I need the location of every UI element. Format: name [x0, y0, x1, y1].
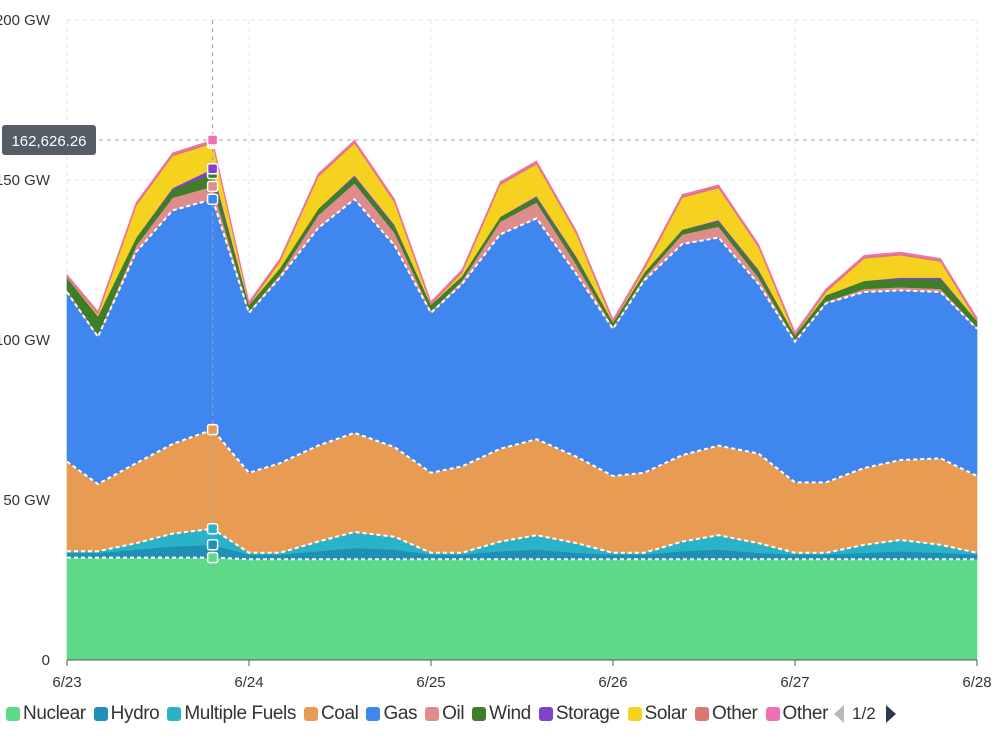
legend-swatch — [538, 707, 553, 721]
hover-marker — [206, 523, 219, 535]
area-series-nuclear-0[interactable] — [66, 557, 978, 661]
hover-marker — [206, 423, 219, 436]
legend-label: Oil — [442, 703, 465, 724]
legend-item[interactable]: Wind — [472, 703, 531, 725]
area-series-other-10[interactable] — [66, 139, 978, 334]
legend-label: Wind — [489, 703, 531, 724]
legend-item[interactable]: Gas — [366, 703, 418, 725]
x-tick-label: 6/26 — [598, 674, 627, 691]
legend-item[interactable]: Other — [765, 703, 829, 725]
series-boundary-line — [66, 197, 978, 344]
legend-label: Other — [782, 703, 829, 724]
legend-label: Storage — [555, 703, 620, 724]
legend-item[interactable]: Multiple Fuels — [167, 703, 296, 725]
legend-item[interactable]: Storage — [538, 703, 620, 725]
legend-swatch — [694, 707, 709, 721]
hover-marker — [206, 551, 219, 564]
x-tick-label: 6/25 — [416, 674, 445, 691]
legend-label: Solar — [644, 703, 688, 724]
x-tick-label: 6/28 — [962, 674, 991, 691]
legend: Nuclear Hydro Multiple Fuels Coal Gas Oil Wind… — [0, 696, 1000, 732]
legend-swatch — [6, 707, 20, 721]
legend-item[interactable]: Solar — [627, 703, 688, 725]
stacked-area-chart[interactable]: 0 50 GW 100 GW 150 GW 200 GW 6/23 6/24 6/25 6/26… — [0, 0, 1000, 700]
legend-label: Coal — [320, 703, 359, 724]
legend-label: Nuclear — [23, 703, 86, 724]
y-tick-label: 150 GW — [0, 172, 51, 189]
legend-swatch — [93, 707, 108, 721]
legend-swatch — [366, 707, 381, 721]
legend-item[interactable]: Other — [694, 703, 758, 725]
legend-swatch — [627, 707, 642, 721]
legend-item[interactable]: Nuclear — [6, 703, 86, 725]
x-tick-label: 6/23 — [52, 674, 81, 691]
hover-marker — [206, 163, 219, 175]
legend-page-indicator: 1/2 — [852, 704, 876, 723]
series-boundary-line — [67, 556, 977, 561]
legend-label: Multiple Fuels — [184, 703, 296, 724]
legend-item[interactable]: Hydro — [93, 703, 160, 725]
legend-prev-icon[interactable] — [834, 705, 845, 723]
legend-label: Hydro — [110, 703, 160, 724]
chart-area: 0 50 GW 100 GW 150 GW 200 GW 6/23 6/24 6/25 6/26… — [0, 0, 1000, 700]
y-tick-label: 0 — [42, 652, 50, 669]
hover-marker — [206, 180, 219, 193]
crosshair-value-label: 162,626.26 — [11, 133, 86, 150]
x-tick-label: 6/27 — [780, 674, 809, 691]
series-boundary-line — [66, 428, 978, 486]
hover-marker — [206, 134, 219, 146]
series-boundary-line — [67, 527, 978, 554]
legend-swatch — [167, 707, 182, 721]
hover-marker — [206, 539, 219, 551]
y-tick-label: 200 GW — [0, 12, 51, 29]
legend-swatch — [765, 707, 780, 721]
legend-item[interactable]: Coal — [303, 703, 359, 725]
hover-marker — [206, 193, 219, 205]
y-tick-label: 50 GW — [3, 492, 51, 509]
y-tick-label: 100 GW — [0, 332, 51, 349]
legend-swatch — [303, 707, 318, 721]
legend-label: Other — [711, 703, 758, 724]
legend-pager: 1/2 — [834, 704, 896, 724]
legend-swatch — [425, 707, 440, 721]
x-tick-label: 6/24 — [234, 674, 263, 691]
legend-swatch — [472, 707, 487, 721]
legend-next-icon[interactable] — [885, 705, 896, 723]
legend-label: Gas — [383, 703, 418, 724]
legend-items: Nuclear Hydro Multiple Fuels Coal Gas Oil Wind… — [0, 703, 828, 725]
crosshair-value-box — [2, 125, 96, 155]
legend-item[interactable]: Oil — [425, 703, 465, 725]
